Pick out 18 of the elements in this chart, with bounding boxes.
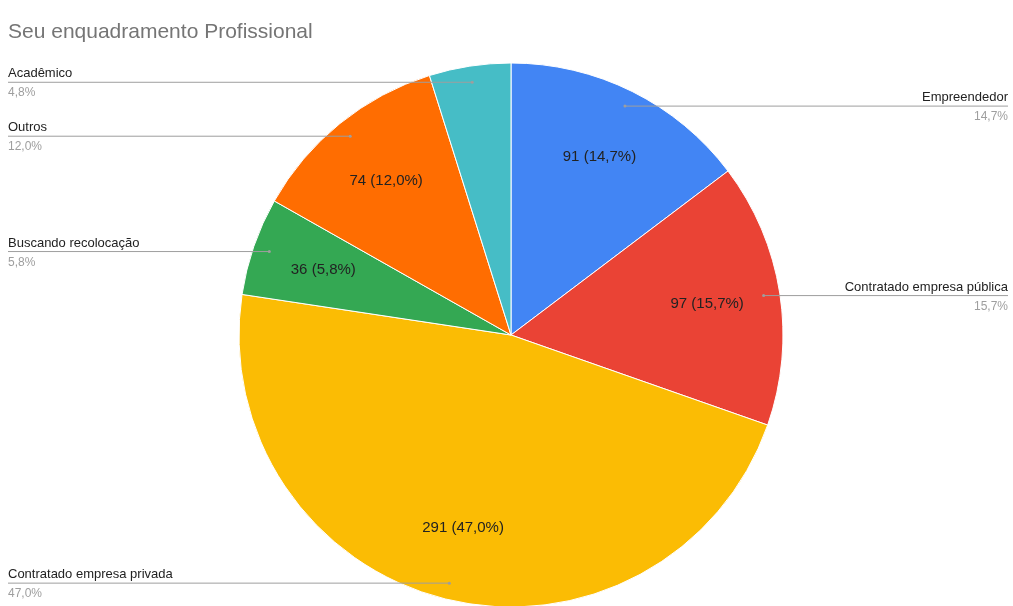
text: 4,8% xyxy=(8,85,36,100)
text: 14,7% xyxy=(973,109,1009,124)
text: 15,7% xyxy=(973,298,1009,313)
slice-label: Outros xyxy=(8,119,48,135)
text: 5,8% xyxy=(8,254,36,269)
text: 47,0% xyxy=(8,586,43,601)
text: 12,0% xyxy=(8,139,43,154)
data-label: 97 (15,7%) xyxy=(670,294,744,312)
slice-label: Empreendedor xyxy=(922,89,1009,105)
data-label: 36 (5,8%) xyxy=(290,260,356,278)
data-label: 91 (14,7%) xyxy=(562,147,637,165)
data-label: 74 (12,0%) xyxy=(349,170,423,188)
chart-title: Seu enquadramento Profissional xyxy=(8,19,313,42)
slice-label: Contratado empresa pública xyxy=(844,278,1009,294)
data-label: 291 (47,0%) xyxy=(422,517,504,535)
slice-label: Buscando recolocação xyxy=(8,234,140,250)
slice-label: Acadêmico xyxy=(8,65,73,81)
slice-label: Contratado empresa privada xyxy=(8,566,174,582)
